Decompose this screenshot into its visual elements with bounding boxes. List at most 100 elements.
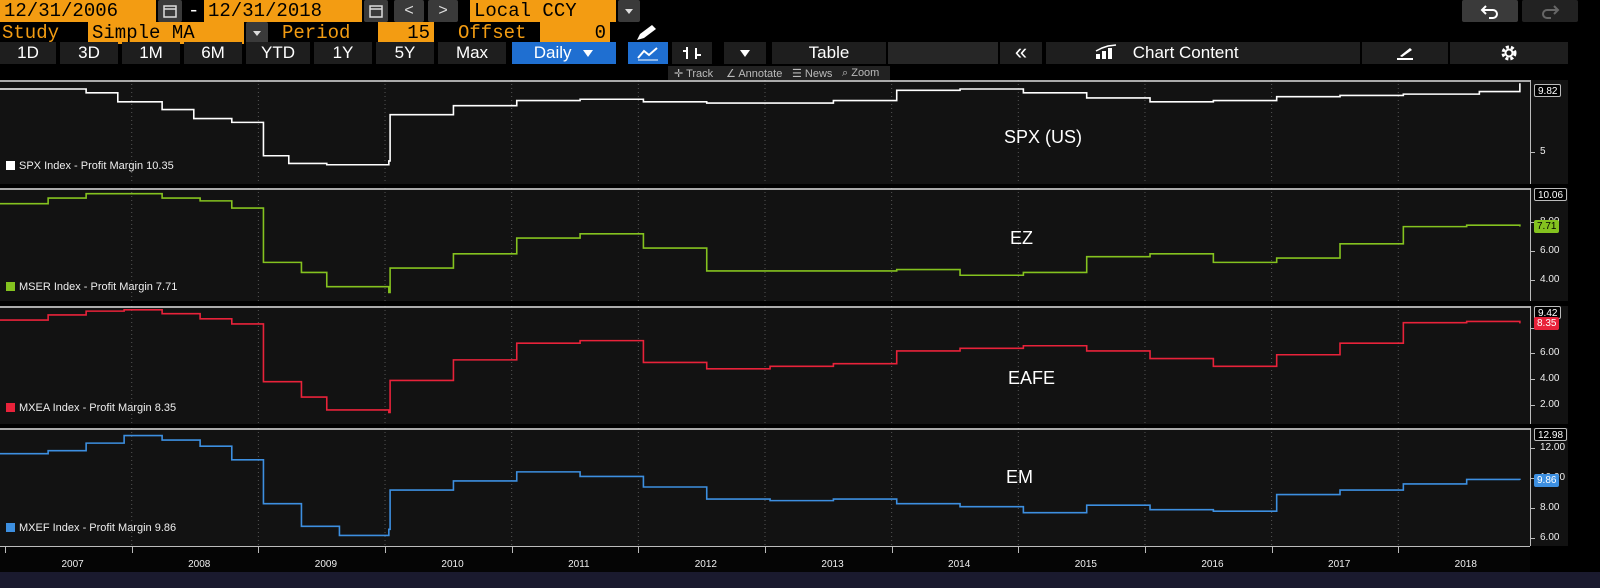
y-tick-mark [1530,279,1535,281]
annotate-tool[interactable]: ∠ Annotate [726,67,782,80]
y-tick-mark [1530,353,1535,355]
y-axis-spx [1530,80,1568,184]
zoom-icon: ⌕ [842,67,852,79]
range-tab-3d[interactable]: 3D [60,42,118,64]
y-tick-label: 4.00 [1540,273,1560,285]
gear-icon [1501,45,1517,61]
track-label: Track [686,68,714,80]
range-tab-1d[interactable]: 1D [0,42,56,64]
redo-icon [1542,5,1560,19]
panel-title-mser: EZ [1010,228,1034,248]
bar-chart-button[interactable] [672,42,712,64]
start-calendar-button[interactable] [158,0,182,22]
panel-title-spx: SPX (US) [1004,127,1083,147]
chart-panel-spx[interactable]: SPX Index - Profit Margin 10.35 SPX (US)… [0,80,1568,184]
x-tick-label: 2018 [1454,559,1477,570]
mxea-plot [0,306,1530,424]
chevron-down-icon [740,50,750,57]
series-line [0,83,1521,166]
max-value-badge: 12.98 [1534,428,1568,441]
calendar-icon [369,5,383,18]
next-period-button[interactable]: > [428,0,458,22]
line-chart-button[interactable] [628,42,668,64]
x-tick-label: 2016 [1201,559,1224,570]
y-tick-mark [1530,151,1535,153]
chart-content-button[interactable]: Chart Content [1046,42,1360,64]
collapse-button[interactable]: « [1000,41,1042,64]
legend-mxef: MXEF Index - Profit Margin 9.86 [6,522,176,534]
y-tick-label: 6.00 [1540,532,1560,544]
y-tick-label: 4.00 [1540,373,1560,385]
y-axis-mxef [1530,428,1568,546]
last-value-badge: 7.71 [1534,220,1560,234]
range-tab-1m[interactable]: 1M [122,42,180,64]
x-tick-mark [385,547,387,553]
news-tool[interactable]: ☰ News [792,67,832,80]
frequency-label: Daily [533,43,572,62]
chevron-down-icon [583,50,594,57]
track-tool[interactable]: ✛ Track [674,67,713,80]
settings-button[interactable] [1450,42,1568,64]
annotate-label: Annotate [738,68,783,80]
last-value-badge: 9.86 [1534,474,1560,488]
range-tab-5y[interactable]: 5Y [376,42,434,64]
bottom-ticker [0,572,1600,588]
study-label: Study [2,22,60,44]
currency-select[interactable]: Local CCY [470,0,616,22]
x-tick-mark [891,547,893,553]
x-tick-label: 2015 [1074,559,1097,570]
period-label: Period [282,22,351,44]
x-axis: 2007 2008 2009 2010 2011 2012 2013 2014 2015 2016… [0,546,1530,572]
zoom-tool[interactable]: ⌕ Zoom [842,67,879,80]
chart-type-dropdown[interactable] [724,42,766,64]
chart-panel-mxea[interactable]: MXEA Index - Profit Margin 8.35 EAFE 2.0… [0,306,1568,424]
legend-swatch-icon [6,161,15,170]
pencil-icon[interactable] [634,24,662,42]
annotate-icon: ∠ [726,68,739,80]
y-tick-label: 6.00 [1540,244,1560,256]
legend-mxea: MXEA Index - Profit Margin 8.35 [6,402,176,414]
y-axis-mxea [1530,306,1568,424]
y-tick-label: 12.00 [1540,441,1566,453]
y-tick-mark [1530,447,1535,449]
study-dropdown-button[interactable] [246,22,268,44]
period-field[interactable]: 15 [378,22,434,44]
legend-text: MXEA Index - Profit Margin 8.35 [19,402,177,414]
x-tick-mark [765,547,766,553]
study-select[interactable]: Simple MA [88,22,244,44]
currency-dropdown-button[interactable] [618,0,640,22]
series-line [0,434,1521,537]
max-value-badge: 10.06 [1534,188,1568,201]
chart-subtoolbar: ✛ Track ∠ Annotate ☰ News ⌕ Zoom [668,66,890,80]
end-calendar-button[interactable] [364,0,388,22]
end-date-field[interactable]: 12/31/2018 [204,0,362,22]
chart-panel-mxef[interactable]: MXEF Index - Profit Margin 9.86 EM 6.00 8… [0,428,1568,546]
y-tick-mark [1530,477,1535,479]
range-tabs: 1D 3D 1M 6M YTD 1Y 5Y Max [0,42,510,64]
range-tab-6m[interactable]: 6M [184,42,242,64]
mser-plot [0,188,1530,301]
undo-button[interactable] [1462,0,1518,22]
zoom-label: Zoom [851,67,880,79]
table-button[interactable]: Table [772,42,886,64]
y-tick-mark [1530,508,1535,510]
prev-period-button[interactable]: < [394,0,424,22]
undo-icon [1480,5,1498,19]
range-tab-ytd[interactable]: YTD [246,42,310,64]
edit-button[interactable] [1362,42,1448,64]
range-tab-max[interactable]: Max [438,42,506,64]
y-tick-mark [1530,250,1535,252]
x-tick-label: 2010 [441,559,464,570]
offset-field[interactable]: 0 [540,22,610,44]
redo-button[interactable] [1522,0,1578,22]
legend-swatch-icon [6,403,15,412]
spx-plot [0,80,1530,184]
chevron-down-icon [625,9,633,14]
y-axis-mser [1530,188,1568,301]
x-tick-mark [638,547,640,553]
news-label: News [804,68,833,80]
frequency-select[interactable]: Daily [512,42,616,64]
start-date-field[interactable]: 12/31/2006 [0,0,156,22]
range-tab-1y[interactable]: 1Y [314,42,372,64]
chart-panel-mser[interactable]: MSER Index - Profit Margin 7.71 EZ 4.00 6… [0,188,1568,301]
